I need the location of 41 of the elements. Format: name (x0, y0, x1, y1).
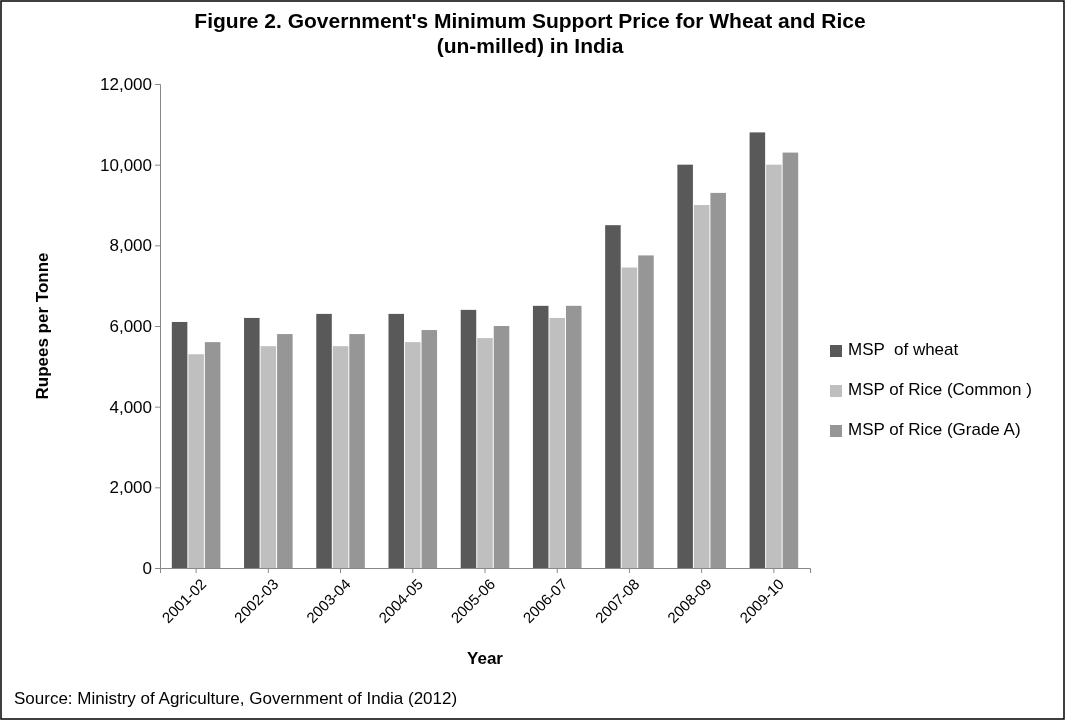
chart-title: Figure 2. Government's Minimum Support Price for Wheat and Rice (un-milled) in India (194, 9, 866, 57)
bar (204, 342, 221, 568)
bar (565, 305, 582, 568)
y-tick-label: 0 (142, 558, 152, 578)
bar (405, 342, 421, 568)
bar (493, 326, 510, 568)
y-axis-title: Rupees per Tonne (33, 252, 52, 400)
bar (749, 132, 766, 568)
y-tick-label: 6,000 (109, 316, 152, 336)
bar (421, 330, 438, 568)
y-tick-label: 12,000 (100, 74, 152, 94)
source-note: Source: Ministry of Agriculture, Government of India (2012) (14, 689, 458, 708)
bar (605, 225, 621, 568)
bar (244, 317, 260, 568)
bar (260, 346, 277, 568)
bar (532, 305, 549, 568)
bar (388, 313, 405, 568)
y-tick-label: 8,000 (109, 236, 152, 256)
bar (638, 255, 654, 568)
bar (460, 309, 477, 568)
bar (171, 321, 188, 568)
y-tick-label: 2,000 (109, 478, 152, 498)
bar (477, 338, 493, 568)
bar (710, 192, 726, 568)
legend-label: MSP of wheat (848, 340, 959, 359)
bar (316, 313, 332, 568)
y-tick-label: 10,000 (100, 155, 152, 175)
y-tick-label: 4,000 (109, 397, 152, 417)
x-axis-title: Year (467, 649, 504, 668)
legend-label: MSP of Rice (Common ) (848, 380, 1032, 399)
legend-label: MSP of Rice (Grade A) (848, 420, 1021, 439)
bar (277, 334, 293, 568)
bar (549, 317, 565, 568)
bar (621, 267, 638, 568)
bar (766, 164, 782, 568)
bar (693, 205, 710, 568)
bar (188, 354, 204, 568)
bar (782, 152, 799, 568)
bar (349, 334, 365, 568)
bar (677, 164, 693, 568)
bar (332, 346, 349, 568)
